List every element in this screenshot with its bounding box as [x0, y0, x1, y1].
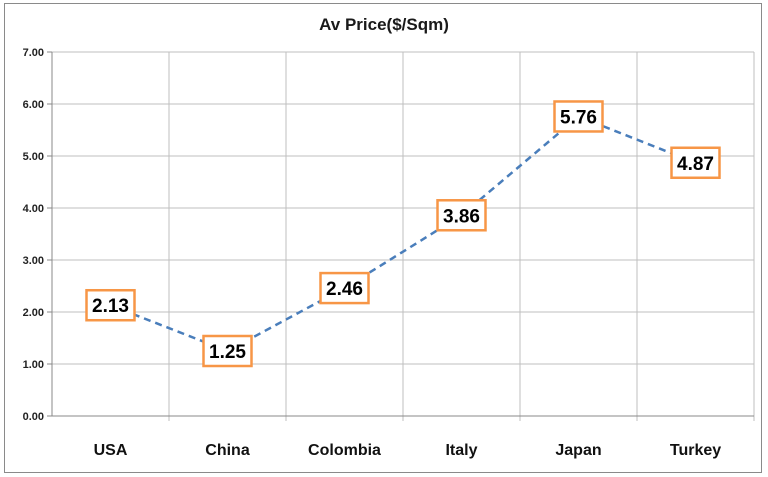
data-point-label: 2.13 — [85, 288, 136, 322]
grid — [47, 51, 755, 421]
y-tick-label: 2.00 — [23, 307, 44, 319]
y-tick-label: 3.00 — [23, 255, 44, 267]
data-label-text: 5.76 — [560, 107, 597, 128]
data-label-text: 3.86 — [443, 206, 480, 227]
data-label-box — [202, 334, 253, 368]
data-label-text: 4.87 — [677, 154, 714, 175]
x-tick-label: Colombia — [308, 442, 381, 459]
data-point-label: 2.46 — [319, 271, 370, 305]
x-tick-label: Italy — [445, 442, 477, 459]
data-label-text: 2.46 — [326, 279, 363, 300]
y-axis: 0.00 1.00 2.00 3.00 4.00 5.00 6.00 7.00 — [23, 47, 44, 423]
data-label-box — [319, 271, 370, 305]
x-tick-label: China — [205, 442, 250, 459]
data-label-box — [553, 100, 604, 133]
y-tick-label: 0.00 — [23, 411, 44, 423]
data-labels: 2.13 1.25 2.46 3.86 5.76 4.87 — [85, 100, 721, 368]
x-axis: USA China Colombia Italy Japan Turkey — [94, 442, 722, 459]
data-label-text: 1.25 — [209, 342, 246, 363]
data-label-text: 2.13 — [92, 296, 129, 317]
y-tick-label: 7.00 — [23, 47, 44, 59]
data-label-box — [85, 288, 136, 322]
data-point-label: 3.86 — [436, 199, 487, 232]
y-tick-label: 5.00 — [23, 151, 44, 163]
y-tick-label: 1.00 — [23, 359, 44, 371]
y-tick-label: 4.00 — [23, 203, 44, 215]
y-tick-label: 6.00 — [23, 99, 44, 111]
chart-frame — [4, 3, 762, 473]
x-tick-label: Japan — [555, 442, 601, 459]
x-tick-label: Turkey — [670, 442, 721, 459]
data-point-label: 1.25 — [202, 334, 253, 368]
x-tick-label: USA — [94, 442, 128, 459]
data-label-box — [670, 146, 721, 180]
data-label-box — [436, 199, 487, 232]
data-point-label: 4.87 — [670, 146, 721, 180]
data-point-label: 5.76 — [553, 100, 604, 133]
chart-title: Av Price($/Sqm) — [319, 15, 449, 34]
